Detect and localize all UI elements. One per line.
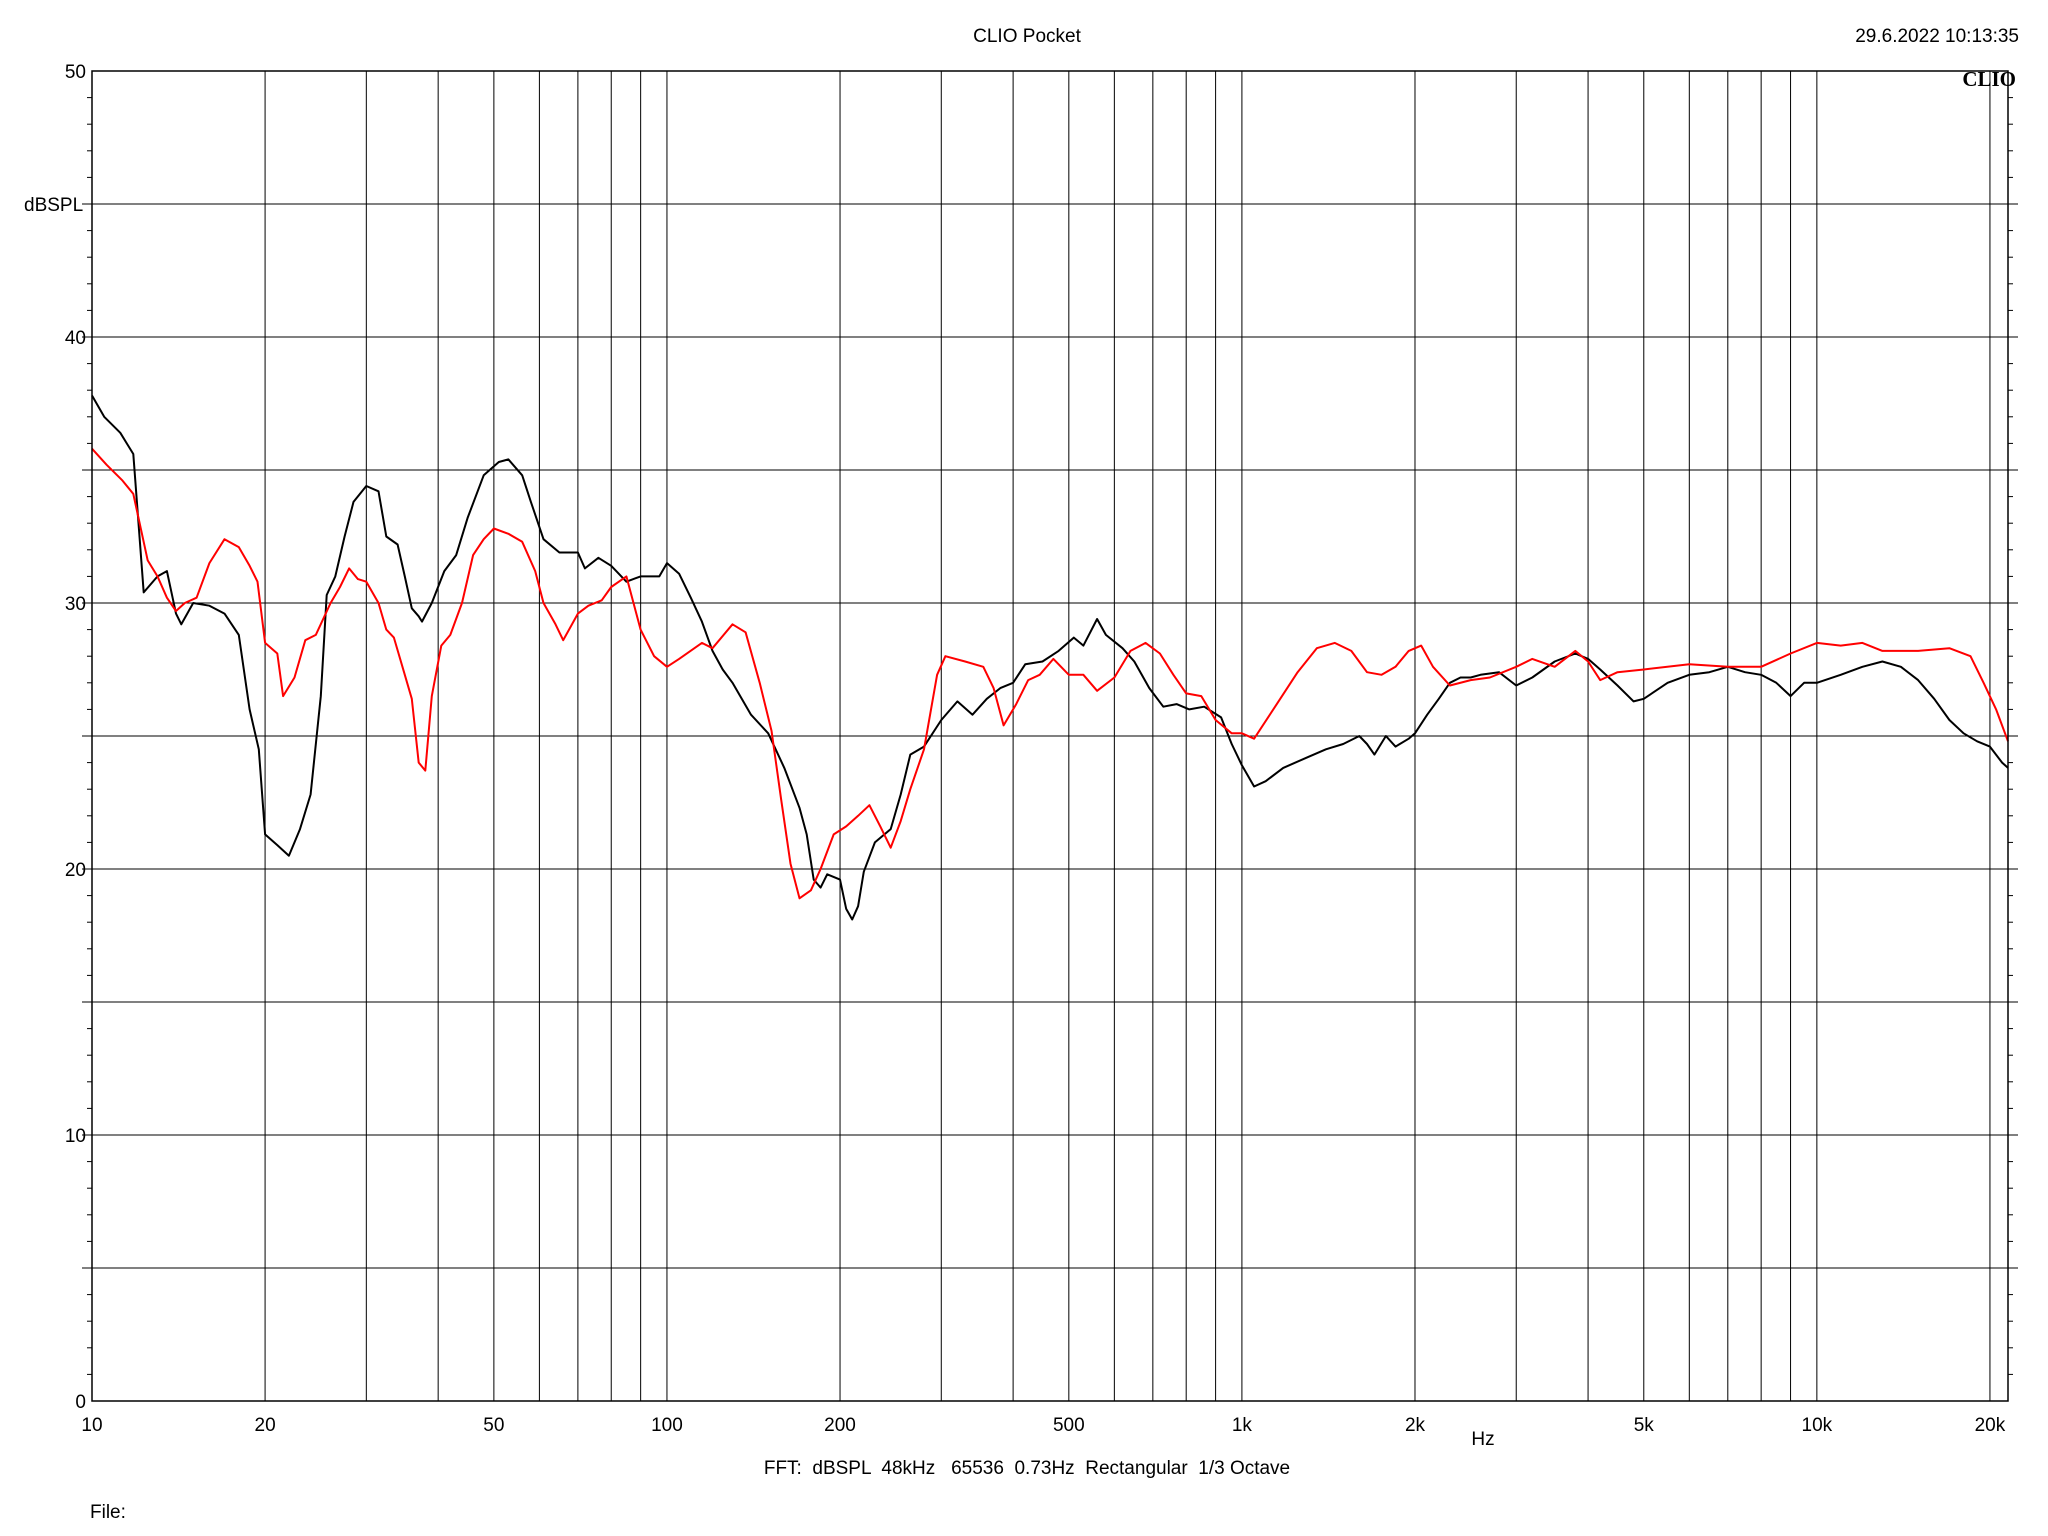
x-tick-label: 10k xyxy=(1802,1415,1833,1436)
y-axis-label: dBSPL xyxy=(24,195,83,216)
x-tick-label: 20k xyxy=(1975,1415,2006,1436)
y-tick-label: 40 xyxy=(65,328,86,349)
x-tick-label: 2k xyxy=(1405,1415,1426,1436)
plot-frame xyxy=(91,70,2009,1402)
grid xyxy=(82,71,2018,1401)
timestamp: 29.6.2022 10:13:35 xyxy=(1855,26,2019,47)
y-tick-label: 30 xyxy=(65,594,86,615)
fft-settings: FFT: dBSPL 48kHz 65536 0.73Hz Rectangula… xyxy=(764,1458,1290,1479)
x-tick-label: 100 xyxy=(651,1415,683,1436)
y-tick-label: 0 xyxy=(75,1392,86,1413)
y-tick-label: 50 xyxy=(65,62,86,83)
series-line-black xyxy=(91,395,2009,921)
x-tick-label: 50 xyxy=(483,1415,504,1436)
series-layer xyxy=(91,395,2009,921)
file-label: File: xyxy=(90,1502,126,1523)
x-tick-label: 500 xyxy=(1053,1415,1085,1436)
x-axis-label: Hz xyxy=(1471,1429,1494,1450)
series-line-red xyxy=(91,448,2009,900)
x-tick-label: 200 xyxy=(824,1415,856,1436)
x-tick-label: 10 xyxy=(81,1415,102,1436)
y-tick-label: 10 xyxy=(65,1126,86,1147)
x-tick-label: 1k xyxy=(1232,1415,1253,1436)
x-tick-label: 5k xyxy=(1634,1415,1655,1436)
x-tick-label: 20 xyxy=(255,1415,276,1436)
y-tick-label: 20 xyxy=(65,860,86,881)
chart-title: CLIO Pocket xyxy=(973,26,1081,47)
